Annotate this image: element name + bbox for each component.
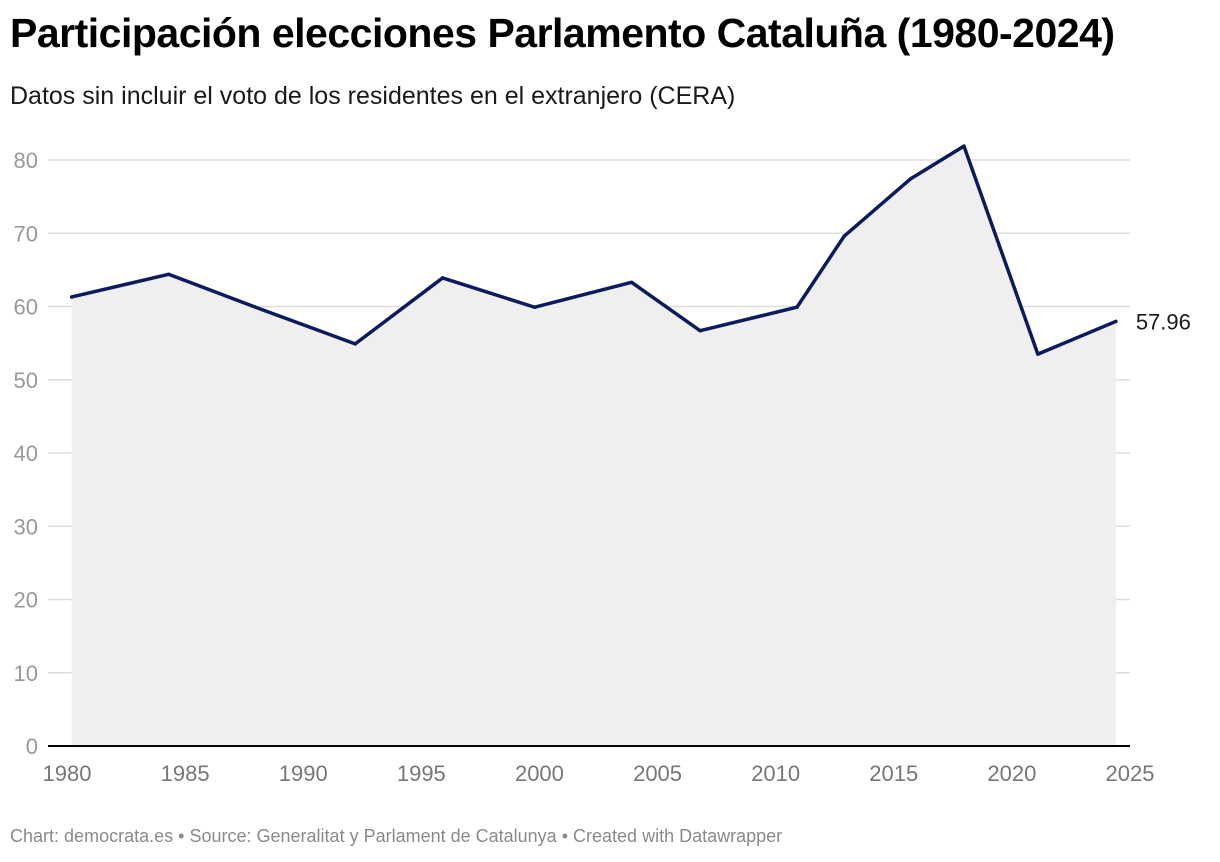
data-point-2021.1 [1036,352,1040,356]
data-point-2012.9 [842,234,846,238]
data-point-2010.9 [795,305,799,309]
chart-footer: Chart: democrata.es • Source: Generalita… [10,826,782,847]
data-point-2017.97 [962,144,966,148]
data-point-1992.2 [353,342,357,346]
x-axis-tick-labels: 1980 1985 1990 1995 2000 2005 2010 2015 2020 2025 [43,761,1155,786]
y-tick-label-40: 40 [14,441,38,466]
x-tick-label-2025: 2025 [1106,761,1155,786]
data-point-1984.3 [166,272,171,277]
chart-title: Participación elecciones Parlamento Cata… [10,10,1115,56]
chart-subtitle: Datos sin incluir el voto de los residen… [10,82,736,110]
x-tick-label-2010: 2010 [751,761,800,786]
x-tick-label-1980: 1980 [43,761,92,786]
x-tick-label-1995: 1995 [397,761,446,786]
data-point-1999.8 [532,305,537,309]
footer-chart-label: Chart: [10,826,60,846]
footer-separator: • [561,826,569,846]
data-points [69,144,1118,356]
data-point-1995.9 [440,276,445,280]
last-value-label: 57.96 [1136,309,1191,334]
y-tick-label-80: 80 [14,148,38,173]
data-point-1988.4 [263,309,268,313]
data-point-2003.9 [629,280,634,285]
x-tick-label-2000: 2000 [515,761,564,786]
data-point-2024.4 [1114,319,1118,324]
y-tick-label-30: 30 [14,514,38,539]
x-tick-label-1990: 1990 [279,761,328,786]
footer-source-label: Source: [189,826,252,846]
y-tick-label-70: 70 [14,221,38,246]
y-tick-label-50: 50 [14,368,38,393]
y-tick-label-20: 20 [14,588,38,613]
y-axis-tick-labels: 0 10 20 30 40 50 60 70 80 [14,148,38,759]
footer-source-link[interactable]: Generalitat y Parlament de Catalunya [256,826,557,846]
series-line-participacion [69,144,1118,356]
footer-chart-link[interactable]: democrata.es [64,826,174,846]
x-tick-label-2020: 2020 [987,761,1036,786]
data-point-2015.7 [908,177,913,181]
footer-separator: • [178,826,185,846]
data-point-2006.8 [698,328,702,333]
data-point-1980.2 [69,295,74,299]
x-tick-label-1985: 1985 [161,761,210,786]
y-tick-label-10: 10 [14,661,38,686]
x-tick-label-2015: 2015 [869,761,918,786]
y-tick-label-60: 60 [14,295,38,320]
y-tick-label-0: 0 [26,734,38,759]
area-fill [71,146,1116,746]
x-tick-label-2005: 2005 [633,761,682,786]
footer-created-with-link[interactable]: Created with Datawrapper [573,826,783,846]
